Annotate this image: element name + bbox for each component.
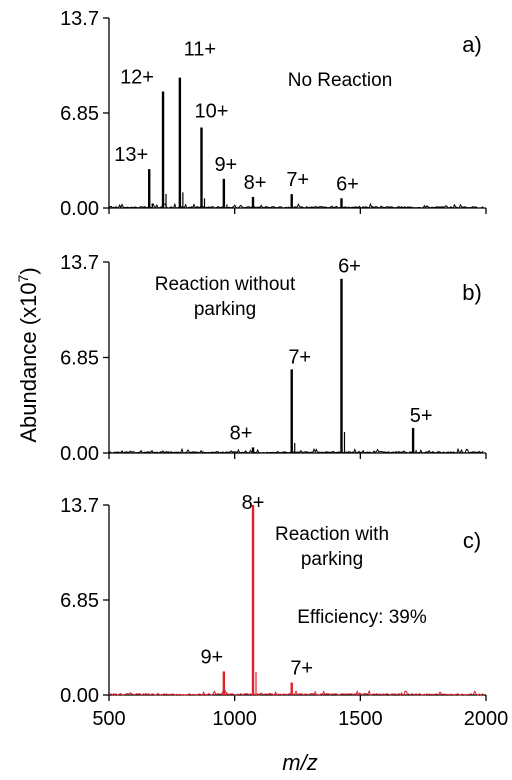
y-tick-label: 0.00 xyxy=(60,198,99,220)
peak-label: 10+ xyxy=(195,101,229,123)
y-tick-label: 13.7 xyxy=(60,495,99,517)
y-tick-label: 0.00 xyxy=(60,685,99,707)
panel-c: 0.00 6.85 13.7 500 1000 1500 2000 9+ 8+ 7+ Reactio… xyxy=(60,492,508,730)
peak-label: 11+ xyxy=(184,39,216,61)
x-tick-label: 1000 xyxy=(212,708,257,730)
x-tick-label: 1500 xyxy=(338,708,383,730)
peak-label: 5+ xyxy=(410,405,433,427)
y-tick-label: 6.85 xyxy=(60,590,99,612)
baseline-trace xyxy=(108,447,484,454)
y-tick-label: 13.7 xyxy=(60,252,99,274)
peak-label: 8+ xyxy=(244,172,267,194)
y-axis-title: Abundance (x107) xyxy=(15,267,41,442)
y-tick-label: 0.00 xyxy=(60,443,99,465)
baseline-trace xyxy=(108,202,484,209)
peak-label: 9+ xyxy=(200,646,223,668)
peak-label: 8+ xyxy=(242,492,265,514)
panel-a: 0.00 6.85 13.7 13+ 12+ 11+ 10+ 9+ 8+ 7+ 6+ No React… xyxy=(60,8,487,220)
x-axis-title: m/z xyxy=(282,750,317,775)
x-tick-label: 2000 xyxy=(464,708,509,730)
panel-label: a) xyxy=(462,32,482,57)
peak-label: 9+ xyxy=(214,154,237,176)
y-tick-label: 13.7 xyxy=(60,8,99,30)
panel-label: c) xyxy=(463,528,481,553)
peak-label: 7+ xyxy=(286,169,309,191)
efficiency-label: Efficiency: 39% xyxy=(297,607,427,628)
panel-note: parking xyxy=(301,549,363,570)
peak-label: 6+ xyxy=(338,256,361,278)
baseline-trace xyxy=(108,689,484,696)
y-tick-label: 6.85 xyxy=(60,103,99,125)
panel-note: No Reaction xyxy=(288,70,393,91)
panel-note: Reaction without xyxy=(155,274,296,295)
x-tick-label: 500 xyxy=(92,708,125,730)
y-tick-label: 6.85 xyxy=(60,348,99,370)
peak-label: 12+ xyxy=(120,67,154,89)
panel-label: b) xyxy=(462,280,482,305)
panel-b: 0.00 6.85 13.7 8+ 7+ 6+ 5+ Reaction without park… xyxy=(60,252,487,465)
panel-note: Reaction with xyxy=(275,524,389,545)
peak-label: 7+ xyxy=(288,346,311,368)
peak-label: 6+ xyxy=(336,173,359,195)
peak-label: 7+ xyxy=(290,658,313,680)
peak-label: 8+ xyxy=(230,422,253,444)
peak-label: 13+ xyxy=(114,144,148,166)
panel-note: parking xyxy=(194,299,256,320)
